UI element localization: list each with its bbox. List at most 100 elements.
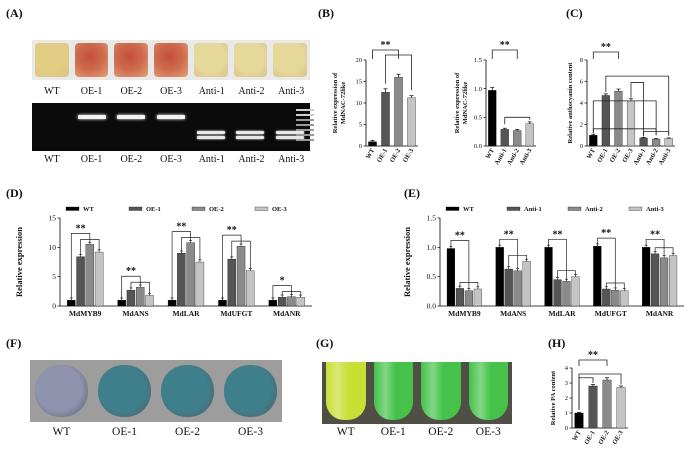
x-tick-label: MdANS [122, 309, 148, 318]
callus-sample [35, 43, 69, 77]
x-tick-label: MdMYB9 [69, 309, 102, 318]
significance-bracket [272, 285, 292, 301]
bar [136, 287, 145, 307]
gus-sample [161, 365, 214, 417]
gel-label: OE-3 [160, 154, 182, 165]
y-tick-label: 3 [565, 380, 568, 387]
y-axis-label: Relative expression of [332, 72, 339, 133]
y-tick-label: 15 [356, 79, 363, 86]
significance-bracket [222, 234, 242, 301]
significance-bracket [654, 247, 674, 254]
significance-bracket [630, 82, 644, 137]
significance-mark: ** [601, 228, 611, 239]
callus-label: OE-3 [160, 86, 182, 97]
bar [246, 270, 255, 307]
bar [588, 385, 598, 429]
y-tick-label: 1.0 [474, 86, 482, 93]
significance-bracket [491, 49, 518, 59]
callus-sample [193, 43, 228, 77]
callus-label: OE-1 [80, 86, 103, 97]
gel-labels: WT OE-1 OE-2 OE-3 Anti-1 Anti-2 Anti-3 [32, 154, 310, 168]
bar [513, 130, 522, 147]
y-tick-label: 1.0 [427, 243, 437, 252]
panel-label-d: (D) [6, 186, 23, 200]
gus-label: OE-2 [175, 426, 200, 438]
bar [145, 295, 154, 307]
gel-band [157, 115, 185, 119]
gus-label: WT [52, 426, 71, 438]
gel-label: WT [44, 154, 60, 165]
y-tick-label: 5 [52, 272, 56, 281]
bar [218, 299, 227, 307]
callus-sample [114, 43, 149, 77]
significance-bracket [121, 275, 141, 301]
bar [296, 297, 305, 307]
significance-bracket [504, 116, 531, 125]
chart-e-anti-gene-expression: 0.0 0.5 1.0 1.5 MdMYB9 MdANS MdLAR MdUFGT MdANR W… [402, 206, 684, 318]
legend-swatch [628, 206, 643, 211]
y-tick-label: 10 [49, 243, 57, 252]
significance-bracket [231, 240, 251, 269]
significance-mark: ** [227, 225, 237, 236]
bar [446, 248, 455, 307]
panel-label-f: (F) [6, 336, 22, 350]
gel-band [196, 131, 225, 134]
bar [126, 290, 136, 307]
dmaca-tube [421, 362, 461, 420]
significance-bracket [548, 238, 567, 280]
gus-labels: WT OE-1 OE-2 OE-3 [30, 426, 282, 442]
ladder-band [296, 109, 315, 111]
y-tick-label: 15 [49, 214, 57, 223]
gus-sample [224, 365, 277, 417]
x-tick-label: OE-3 [402, 147, 416, 164]
bar [488, 90, 497, 147]
x-tick-label: OE-2 [597, 430, 610, 446]
bar [562, 281, 571, 307]
chart-h-pa-content: 0 1 2 3 4 WT OE-1 OE-2 OE-3 Relative PA content ** [550, 350, 628, 446]
rt-pcr-gel [32, 103, 315, 151]
dmaca-tubes-photo [322, 362, 512, 424]
bar [626, 100, 636, 147]
gel-band [236, 131, 265, 134]
bar [589, 135, 598, 147]
significance-bracket [605, 282, 625, 289]
y-tick-label: 6 [580, 79, 584, 86]
legend-label: Anti-2 [585, 206, 603, 213]
callus-sample [233, 43, 268, 77]
significance-bracket [459, 282, 479, 287]
dmaca-label: OE-2 [428, 426, 454, 438]
legend-label: Anti-3 [646, 206, 664, 213]
bar [76, 256, 85, 307]
x-tick-label: OE-3 [611, 429, 625, 446]
gus-sample [98, 365, 151, 417]
bar [593, 246, 602, 307]
chart-b-overexpression: 0 5 10 15 20 WT OE-1 OE-2 OE-3 Relative expressio… [332, 40, 418, 164]
y-tick-label: 2 [565, 395, 568, 402]
bar [268, 299, 278, 307]
y-axis-label: MdNAC-72like [340, 82, 347, 125]
y-tick-label: 1.5 [427, 214, 437, 223]
ladder-band [296, 124, 315, 126]
significance-bracket [450, 240, 470, 289]
dmaca-tube [326, 362, 366, 420]
legend-swatch [506, 206, 521, 211]
gel-label: Anti-1 [198, 154, 225, 165]
x-tick-label: MdANR [273, 309, 301, 318]
gel-band [236, 136, 265, 139]
legend-label: WT [83, 206, 95, 213]
ladder-band [296, 139, 315, 141]
bar [639, 137, 648, 147]
significance-bracket [372, 49, 399, 59]
y-axis-label: Relative expression of [454, 72, 461, 133]
dmaca-labels: WT OE-1 OE-2 OE-3 [322, 426, 512, 442]
x-tick-label: Anti-3 [658, 147, 673, 166]
panel-label-a: (A) [6, 6, 23, 20]
significance-mark: ** [381, 40, 391, 51]
panel-label-e: (E) [404, 186, 420, 200]
y-axis-label: Relative expression [402, 227, 412, 297]
bar [495, 247, 504, 307]
callus-sample [74, 43, 109, 77]
bar [167, 299, 177, 307]
bar [611, 290, 620, 307]
